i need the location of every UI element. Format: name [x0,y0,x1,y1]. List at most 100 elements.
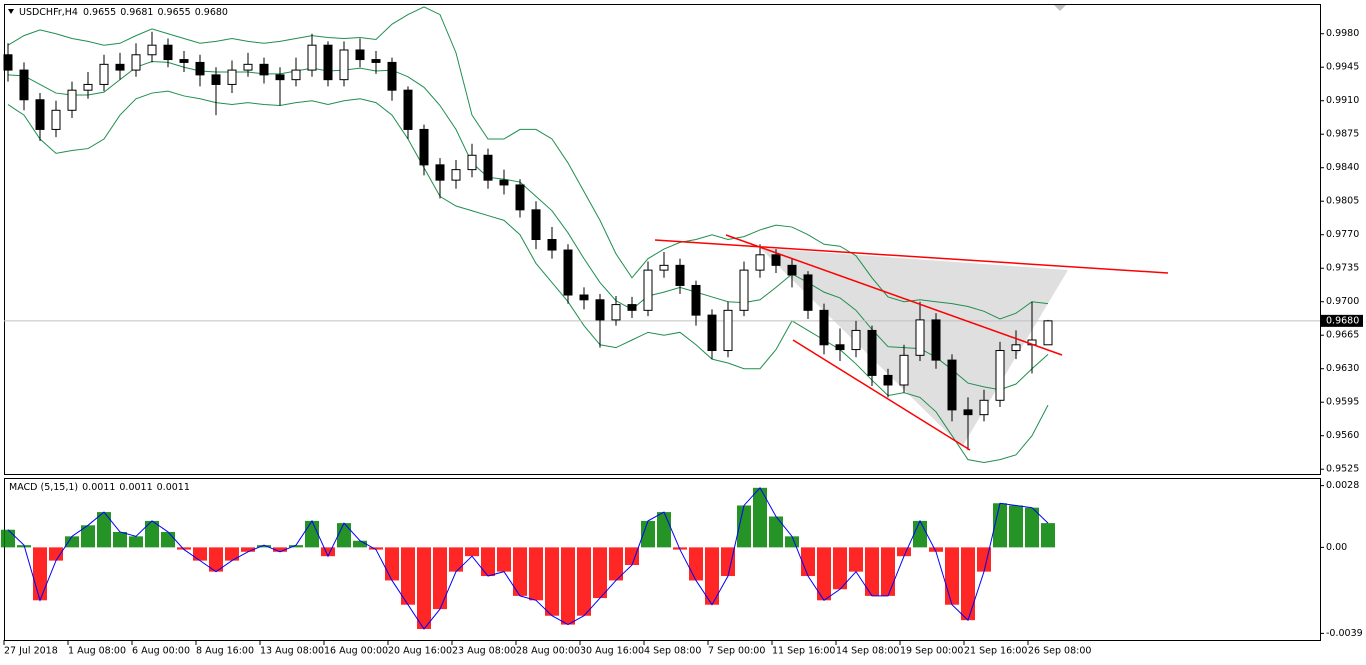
y-tick-label: 0.9560 [1326,430,1359,441]
candle-body [947,359,957,411]
band-line [7,6,1049,320]
histogram-bar [113,531,127,548]
histogram-bar [833,547,847,590]
candle-body [819,309,829,346]
y-tick-label: 0.9945 [1326,62,1359,73]
chart-shift-marker [1054,5,1066,11]
y-tick-label: 0.9770 [1326,229,1359,240]
histogram-bar [929,547,943,552]
candle-body [435,164,445,181]
x-tick-label: 23 Aug 08:00 [452,646,516,657]
candle-body [691,284,701,316]
histogram-bar [385,547,399,581]
histogram-bar [225,547,239,561]
header-value: 0.9681 [120,7,153,18]
x-tick-label: 20 Aug 16:00 [388,646,452,657]
trendline [792,339,971,451]
histogram-bar [257,545,271,548]
histogram-bar [545,547,559,616]
candle-body [483,154,493,181]
histogram-bar [33,547,47,601]
histogram-bar [769,516,783,548]
histogram-bar [465,547,479,557]
candle-body [675,264,685,286]
candle-body [211,74,221,85]
indicator-title: MACD (5,15,1) [9,482,78,493]
plot-layer: 0.9980 0.9945 0.9910 0.9875 0.9840 0.9805 0.97… [1,6,1363,657]
candle-body [883,374,893,386]
histogram-bar [817,547,831,601]
histogram-bar [881,547,895,596]
candle-body [355,49,365,61]
histogram-bar [993,503,1007,548]
candle-body [723,309,733,352]
x-tick-label: 16 Aug 00:00 [324,646,388,657]
candle-body [51,109,61,130]
candle-body [19,69,29,101]
indicator-header: MACD (5,15,1) 0.0011 0.0011 0.0011 [9,482,190,493]
histogram-bar [1025,507,1039,548]
x-tick-label: 6 Aug 00:00 [132,646,190,657]
candle-body [515,184,525,211]
header-arrow [8,9,14,14]
y-tick-label: 0.9525 [1326,464,1359,475]
histogram-bar [657,512,671,548]
candle-body [835,344,845,351]
candle-body [531,209,541,240]
histogram-bar [977,547,991,572]
candle-body [291,69,301,81]
histogram-bar [97,512,111,548]
candle-body [339,49,349,81]
histogram-bar [209,547,223,572]
trendline [725,234,1063,356]
histogram-bar [593,547,607,599]
y-tick-label: 0.9700 [1326,296,1359,307]
candle-body [1043,320,1053,346]
candle-body [915,319,925,356]
candle-body [227,69,237,85]
candle-body [579,294,589,301]
histogram-bar [577,547,591,616]
candle-body [595,299,605,321]
y-tick-label: 0.9840 [1326,162,1359,173]
y-tick-label: 0.9980 [1326,28,1359,39]
histogram-bar [961,547,975,621]
candle-body [851,329,861,351]
indicator-value: 0.0011 [157,482,190,493]
candle-body [403,89,413,130]
candle-body [563,249,573,296]
histogram-bar [513,547,527,596]
candle-body [371,59,381,63]
candle-body [243,63,253,71]
histogram-bar [801,547,815,577]
histogram-bar [721,547,735,577]
x-tick-label: 7 Sep 00:00 [708,646,765,657]
x-tick-label: 11 Sep 16:00 [772,646,835,657]
histogram-bar [177,547,191,550]
x-tick-label: 21 Sep 16:00 [964,646,1027,657]
candle-body [547,239,557,251]
triangle-shape [760,248,1068,447]
histogram-bar [689,547,703,581]
histogram-bar [65,536,79,548]
histogram-bar [497,547,511,572]
y-tick-label: 0.9595 [1326,397,1359,408]
x-tick-label: 8 Aug 16:00 [196,646,254,657]
candle-body [147,44,157,56]
x-tick-label: 13 Aug 08:00 [260,646,324,657]
histogram-bar [737,505,751,548]
y-tick-label: 0.9665 [1326,330,1359,341]
histogram-bar [129,536,143,548]
histogram-bar [945,547,959,605]
histogram-bar [1,529,15,548]
histogram-bar [49,547,63,561]
histogram-bar [609,547,623,581]
candle-body [739,269,749,311]
candle-body [611,304,621,321]
histogram-bar [625,547,639,566]
candle-body [467,154,477,171]
histogram-bar [401,547,415,605]
candle-body [1011,344,1021,352]
candle-body [771,254,781,266]
